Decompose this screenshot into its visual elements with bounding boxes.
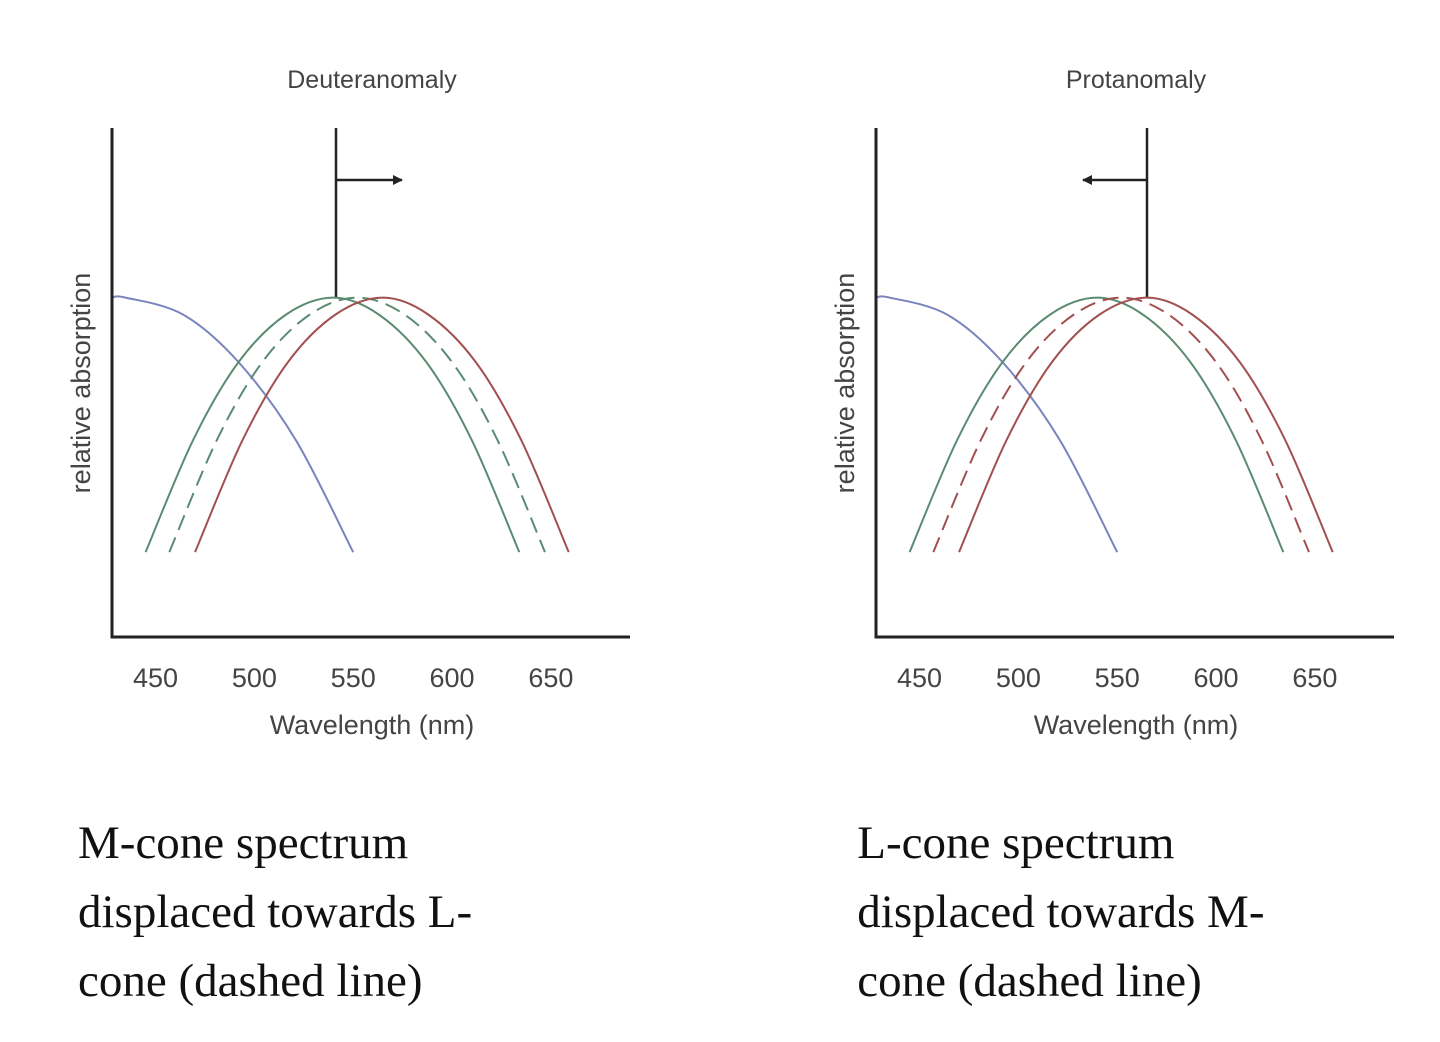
series-line — [958, 296, 1334, 553]
caption: M-cone spectrum displaced towards L-cone … — [78, 817, 472, 1007]
x-tick-label: 600 — [1194, 663, 1239, 693]
axis-line — [874, 128, 1394, 639]
x-tick-label: 450 — [897, 663, 942, 693]
series-line — [111, 295, 355, 553]
series-line — [194, 296, 570, 553]
caption-line: L-cone spectrum — [857, 817, 1174, 869]
caption-line: displaced towards M- — [857, 886, 1264, 938]
caption-line: displaced towards L- — [78, 886, 472, 938]
x-axis-label: Wavelength (nm) — [270, 710, 475, 740]
x-tick-label: 600 — [430, 663, 475, 693]
caption-line: cone (dashed line) — [78, 955, 423, 1007]
caption-line: cone (dashed line) — [857, 955, 1202, 1007]
x-tick-label: 550 — [331, 663, 376, 693]
shift-annotation — [334, 128, 403, 298]
x-tick-label: 550 — [1095, 663, 1140, 693]
series-line — [168, 296, 546, 553]
caption: L-cone spectrum displaced towards M-cone … — [857, 817, 1264, 1007]
chart-title: Deuteranomaly — [287, 66, 457, 94]
chart-title: Protanomaly — [1066, 66, 1207, 94]
x-tick-label: 500 — [232, 663, 277, 693]
x-tick-label: 500 — [996, 663, 1041, 693]
series-line — [144, 296, 521, 553]
shift-annotation — [1082, 128, 1149, 298]
x-axis-label: Wavelength (nm) — [1034, 710, 1239, 740]
series-line — [875, 295, 1119, 553]
series-line — [932, 296, 1310, 553]
x-tick-label: 650 — [1292, 663, 1337, 693]
y-axis-label: relative absorption — [66, 273, 96, 494]
axis-line — [110, 128, 630, 639]
x-tick-label: 450 — [133, 663, 178, 693]
caption-line: M-cone spectrum — [78, 817, 408, 869]
series-line — [908, 296, 1285, 553]
x-tick-label: 650 — [528, 663, 573, 693]
y-axis-label: relative absorption — [830, 273, 860, 494]
